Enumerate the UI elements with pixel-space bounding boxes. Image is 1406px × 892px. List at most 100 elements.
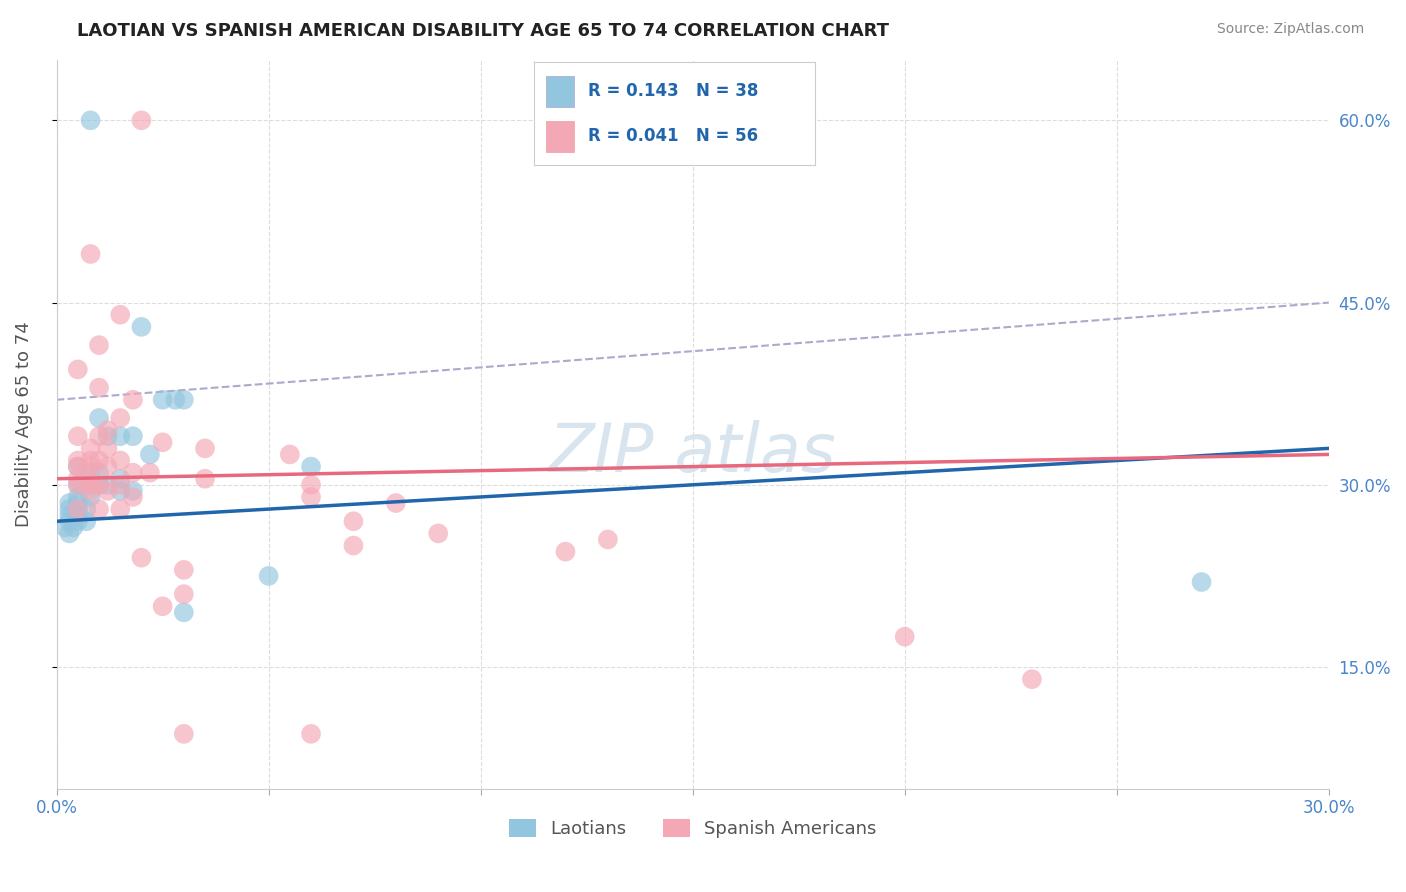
Point [66, 514, 89, 528]
FancyBboxPatch shape [546, 121, 574, 152]
Point [96, 423, 118, 437]
Point [257, 569, 280, 583]
Point [96, 478, 118, 492]
Point [66, 478, 89, 492]
Point [299, 490, 322, 504]
Point [110, 502, 132, 516]
Point [87, 338, 110, 352]
Point [87, 411, 110, 425]
Point [66, 502, 89, 516]
Point [110, 472, 132, 486]
Point [58, 508, 80, 523]
Point [87, 502, 110, 516]
Point [66, 472, 89, 486]
Point [58, 514, 80, 528]
Point [110, 453, 132, 467]
Point [596, 533, 619, 547]
Point [79, 453, 101, 467]
Point [96, 429, 118, 443]
Point [87, 478, 110, 492]
Point [87, 381, 110, 395]
Point [66, 429, 89, 443]
Point [110, 308, 132, 322]
Point [131, 319, 153, 334]
Point [66, 459, 89, 474]
Point [53, 520, 76, 534]
Point [66, 502, 89, 516]
Point [96, 459, 118, 474]
Point [58, 496, 80, 510]
Point [66, 508, 89, 523]
Y-axis label: Disability Age 65 to 74: Disability Age 65 to 74 [15, 321, 32, 527]
Point [139, 447, 162, 461]
Point [62, 520, 84, 534]
Point [122, 392, 145, 407]
Legend: Laotians, Spanish Americans: Laotians, Spanish Americans [502, 812, 884, 845]
Point [139, 466, 162, 480]
Point [96, 483, 118, 498]
Point [554, 544, 576, 558]
Point [299, 727, 322, 741]
Point [79, 466, 101, 480]
Point [75, 514, 97, 528]
Point [122, 483, 145, 498]
Point [110, 483, 132, 498]
Point [299, 478, 322, 492]
Point [66, 459, 89, 474]
Point [79, 478, 101, 492]
Point [87, 429, 110, 443]
Point [58, 502, 80, 516]
Point [131, 550, 153, 565]
Point [173, 727, 195, 741]
Point [173, 587, 195, 601]
Point [1021, 672, 1043, 686]
Point [194, 442, 217, 456]
Point [385, 496, 408, 510]
Point [131, 113, 153, 128]
Point [110, 478, 132, 492]
Point [66, 453, 89, 467]
Point [79, 113, 101, 128]
Point [165, 392, 187, 407]
Point [79, 442, 101, 456]
Point [427, 526, 450, 541]
Text: LAOTIAN VS SPANISH AMERICAN DISABILITY AGE 65 TO 74 CORRELATION CHART: LAOTIAN VS SPANISH AMERICAN DISABILITY A… [77, 22, 890, 40]
Point [66, 362, 89, 376]
Point [66, 496, 89, 510]
Point [79, 459, 101, 474]
Point [66, 478, 89, 492]
Point [893, 630, 915, 644]
Point [122, 490, 145, 504]
Point [87, 478, 110, 492]
Point [96, 442, 118, 456]
Point [194, 472, 217, 486]
Point [79, 490, 101, 504]
Point [342, 514, 364, 528]
Point [173, 392, 195, 407]
Point [122, 466, 145, 480]
Point [87, 466, 110, 480]
Text: Source: ZipAtlas.com: Source: ZipAtlas.com [1216, 22, 1364, 37]
Point [110, 411, 132, 425]
Point [152, 599, 174, 614]
Point [79, 478, 101, 492]
FancyBboxPatch shape [546, 76, 574, 106]
Point [75, 502, 97, 516]
Point [79, 483, 101, 498]
Point [152, 435, 174, 450]
Text: R = 0.143   N = 38: R = 0.143 N = 38 [588, 82, 758, 100]
Point [110, 429, 132, 443]
Point [87, 453, 110, 467]
Text: ZIP atlas: ZIP atlas [548, 420, 837, 486]
Point [122, 429, 145, 443]
Point [278, 447, 301, 461]
Point [299, 459, 322, 474]
Point [79, 247, 101, 261]
Point [79, 472, 101, 486]
Point [342, 539, 364, 553]
Point [58, 526, 80, 541]
Text: R = 0.041   N = 56: R = 0.041 N = 56 [588, 128, 758, 145]
Point [66, 490, 89, 504]
Point [152, 392, 174, 407]
Point [1191, 574, 1213, 589]
